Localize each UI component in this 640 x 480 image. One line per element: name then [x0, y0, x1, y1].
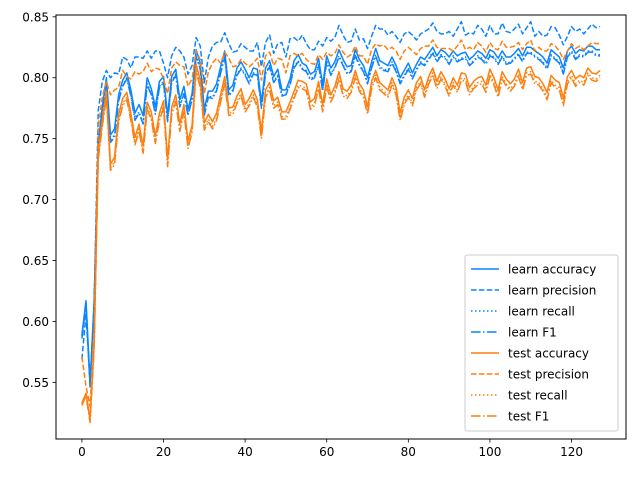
series-line-learn-recall	[81, 50, 601, 386]
series-line-test-precision	[81, 39, 601, 408]
legend-label: learn recall	[508, 305, 575, 319]
x-tick-label: 60	[319, 445, 334, 459]
legend-label: learn accuracy	[508, 263, 596, 277]
legend-box	[464, 254, 619, 432]
y-tick-label: 0.80	[22, 71, 49, 85]
legend-label: test F1	[508, 410, 549, 424]
x-tick-label: 40	[237, 445, 252, 459]
y-tick-label: 0.85	[22, 10, 49, 24]
legend-label: learn F1	[508, 326, 557, 340]
y-tick-label: 0.70	[22, 193, 49, 207]
x-tick-label: 20	[156, 445, 171, 459]
x-axis: 0 20 40 60 80 100 120	[78, 439, 583, 459]
legend-label: test accuracy	[508, 347, 589, 361]
plot-area-frame	[55, 14, 627, 440]
y-tick-label: 0.65	[22, 254, 49, 268]
series-line-test-F1	[81, 70, 601, 424]
plot-lines	[81, 20, 601, 424]
legend-label: test precision	[508, 368, 589, 382]
x-tick-label: 80	[401, 445, 416, 459]
x-tick-label: 0	[78, 445, 86, 459]
legend-label: test recall	[508, 389, 568, 403]
legend-label: learn precision	[508, 284, 596, 298]
series-line-learn-precision	[81, 20, 601, 385]
x-tick-label: 120	[560, 445, 583, 459]
y-tick-label: 0.55	[22, 376, 49, 390]
legend: learn accuracy learn precision learn recal…	[464, 254, 619, 432]
x-tick-label: 100	[478, 445, 501, 459]
y-tick-label: 0.60	[22, 315, 49, 329]
y-tick-label: 0.75	[22, 132, 49, 146]
y-axis: 0.55 0.60 0.65 0.70 0.75 0.80 0.85	[22, 10, 56, 390]
series-line-learn-F1	[81, 51, 601, 388]
